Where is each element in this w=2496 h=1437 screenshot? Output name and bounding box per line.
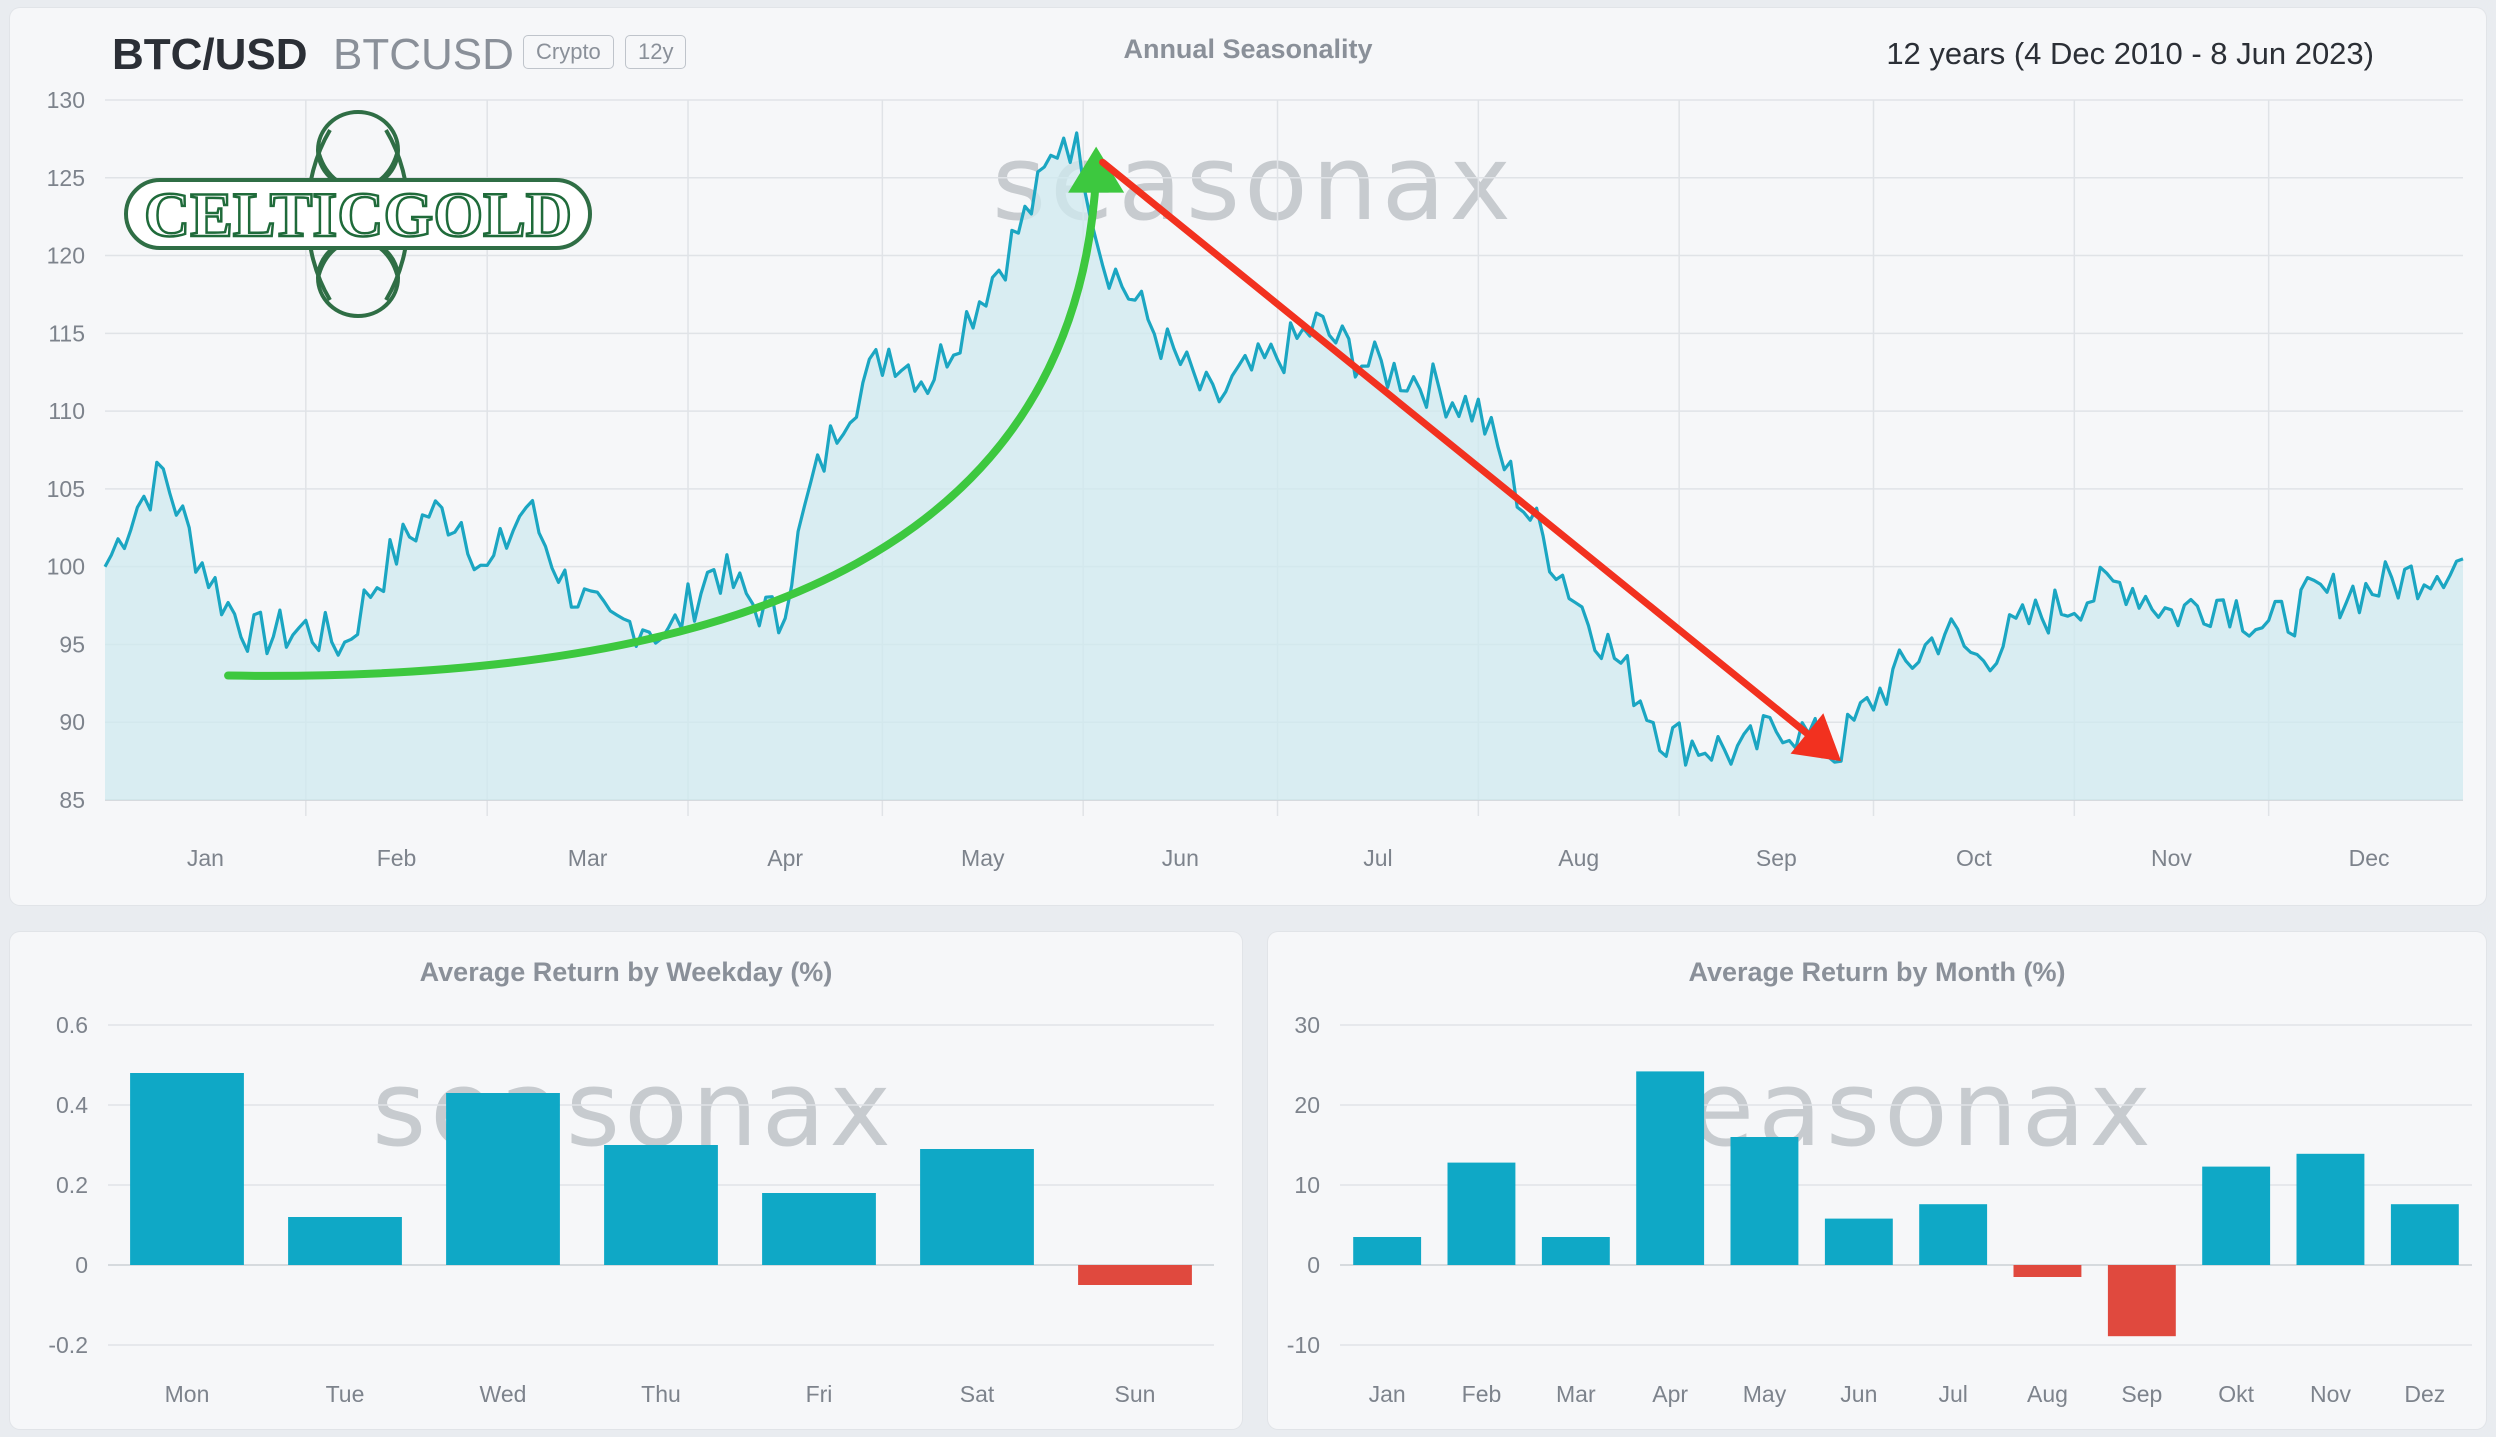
weekday-bar [604,1145,718,1265]
x-tick-label: Fri [806,1381,833,1407]
x-tick-label: Aug [2027,1381,2068,1407]
weekday-bar [762,1193,876,1265]
month-bar [1447,1162,1516,1265]
x-tick-label: Mar [1556,1381,1596,1407]
y-tick-label: -10 [1287,1332,1320,1358]
x-tick-label: Sep [2121,1381,2162,1407]
ticker-symbol: BTCUSD [333,30,514,79]
chart-title: Annual Seasonality [1123,34,1373,64]
x-tick-label: Wed [480,1381,527,1407]
month-bar [1353,1237,1422,1265]
x-tick-label: Feb [377,845,417,871]
x-tick-label: Sep [1756,845,1797,871]
y-tick-label: 0 [1307,1252,1320,1278]
y-tick-label: 115 [48,320,85,346]
trend-arrowhead-up [1068,146,1125,193]
month-bar [2296,1153,2365,1265]
y-tick-label: 0.6 [56,1012,88,1038]
x-tick-label: Jan [1369,1381,1406,1407]
month-bar [1824,1218,1893,1265]
x-tick-label: Aug [1558,845,1599,871]
y-tick-label: 90 [59,709,85,735]
trend-arrowhead-down [1790,713,1842,762]
x-tick-label: Dez [2404,1381,2445,1407]
weekday-bar [130,1073,244,1265]
y-tick-label: 10 [1294,1172,1320,1198]
x-tick-label: Apr [1652,1381,1688,1407]
x-tick-label: Apr [767,845,803,871]
y-tick-label: -0.2 [48,1332,88,1358]
month-bar [1541,1237,1610,1265]
date-range: 12 years (4 Dec 2010 - 8 Jun 2023) [1886,36,2374,71]
y-tick-label: 105 [47,476,85,502]
x-tick-label: Mar [568,845,608,871]
x-tick-label: Jan [187,845,224,871]
y-tick-label: 110 [48,398,85,424]
x-tick-label: Jul [1938,1381,1967,1407]
years-badge: 12y [625,35,687,69]
weekday-bar [446,1093,560,1265]
x-tick-label: Feb [1462,1381,1502,1407]
weekday-bar [1078,1265,1192,1285]
asset-class-badge: Crypto [523,35,614,69]
x-tick-label: Oct [1956,845,1992,871]
weekday-bar [288,1217,402,1265]
y-tick-label: 0 [75,1252,88,1278]
weekday-bar [920,1149,1034,1265]
y-tick-label: 30 [1294,1012,1320,1038]
month-bar [2202,1166,2271,1265]
x-tick-label: Jun [1840,1381,1877,1407]
x-tick-label: Sun [1115,1381,1156,1407]
month-bar [2107,1265,2176,1337]
x-tick-label: Nov [2310,1381,2351,1407]
y-tick-label: 0.4 [56,1092,88,1118]
month-chart-title: Average Return by Month (%) [1688,957,2066,987]
trend-arrow-up [224,170,1101,680]
watermark: seasonax [1632,1048,2155,1170]
y-tick-label: 100 [47,554,85,580]
x-tick-label: Thu [641,1381,681,1407]
month-bar [1636,1071,1705,1265]
y-tick-label: 125 [47,165,85,191]
seasonality-line [103,131,2464,767]
ticker-title: BTC/USD [112,30,308,79]
month-bar [2390,1204,2459,1265]
y-tick-label: 95 [59,631,85,657]
x-tick-label: Mon [165,1381,210,1407]
seasonality-area [105,132,2463,800]
x-tick-label: Dec [2349,845,2390,871]
y-tick-label: 0.2 [56,1172,88,1198]
x-tick-label: Sat [960,1381,995,1407]
weekday-chart-title: Average Return by Weekday (%) [419,957,833,987]
x-tick-label: Jun [1162,845,1199,871]
trend-arrow-down [1099,158,1811,737]
x-tick-label: May [1743,1381,1787,1407]
x-tick-label: Nov [2151,845,2192,871]
x-tick-label: Jul [1363,845,1392,871]
y-tick-label: 85 [59,787,85,813]
x-tick-label: May [961,845,1005,871]
x-tick-label: Okt [2218,1381,2254,1407]
month-bar [2013,1265,2082,1277]
y-tick-label: 20 [1294,1092,1320,1118]
x-tick-label: Tue [326,1381,365,1407]
y-tick-label: 120 [47,243,85,269]
month-bar [1730,1137,1799,1265]
y-tick-label: 130 [47,87,85,113]
month-bar [1919,1204,1988,1265]
